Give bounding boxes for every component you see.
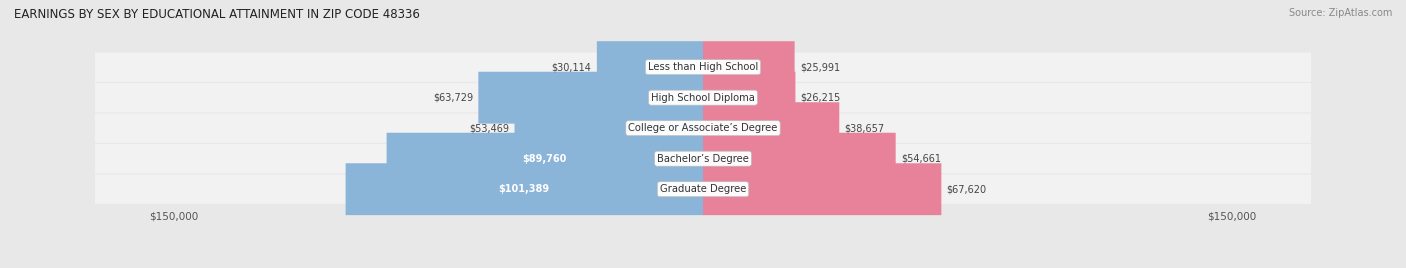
Text: $25,991: $25,991: [800, 62, 839, 72]
FancyBboxPatch shape: [478, 72, 703, 124]
FancyBboxPatch shape: [96, 144, 1310, 173]
FancyBboxPatch shape: [515, 102, 703, 154]
Text: College or Associate’s Degree: College or Associate’s Degree: [628, 123, 778, 133]
FancyBboxPatch shape: [96, 83, 1310, 112]
FancyBboxPatch shape: [96, 174, 1310, 204]
FancyBboxPatch shape: [703, 72, 796, 124]
FancyBboxPatch shape: [346, 163, 703, 215]
Text: EARNINGS BY SEX BY EDUCATIONAL ATTAINMENT IN ZIP CODE 48336: EARNINGS BY SEX BY EDUCATIONAL ATTAINMEN…: [14, 8, 420, 21]
FancyBboxPatch shape: [703, 163, 942, 215]
Text: Less than High School: Less than High School: [648, 62, 758, 72]
FancyBboxPatch shape: [703, 102, 839, 154]
Text: $101,389: $101,389: [499, 184, 550, 194]
Text: $30,114: $30,114: [551, 62, 592, 72]
FancyBboxPatch shape: [96, 114, 1310, 143]
Text: Bachelor’s Degree: Bachelor’s Degree: [657, 154, 749, 164]
Text: Graduate Degree: Graduate Degree: [659, 184, 747, 194]
FancyBboxPatch shape: [96, 53, 1310, 82]
FancyBboxPatch shape: [703, 41, 794, 93]
Text: $89,760: $89,760: [523, 154, 567, 164]
Text: $67,620: $67,620: [946, 184, 987, 194]
Text: $63,729: $63,729: [433, 93, 472, 103]
Text: Source: ZipAtlas.com: Source: ZipAtlas.com: [1288, 8, 1392, 18]
Text: $26,215: $26,215: [800, 93, 841, 103]
FancyBboxPatch shape: [703, 133, 896, 185]
Text: High School Diploma: High School Diploma: [651, 93, 755, 103]
Text: $38,657: $38,657: [845, 123, 884, 133]
Text: $53,469: $53,469: [470, 123, 509, 133]
FancyBboxPatch shape: [387, 133, 703, 185]
Text: $54,661: $54,661: [901, 154, 941, 164]
FancyBboxPatch shape: [596, 41, 703, 93]
